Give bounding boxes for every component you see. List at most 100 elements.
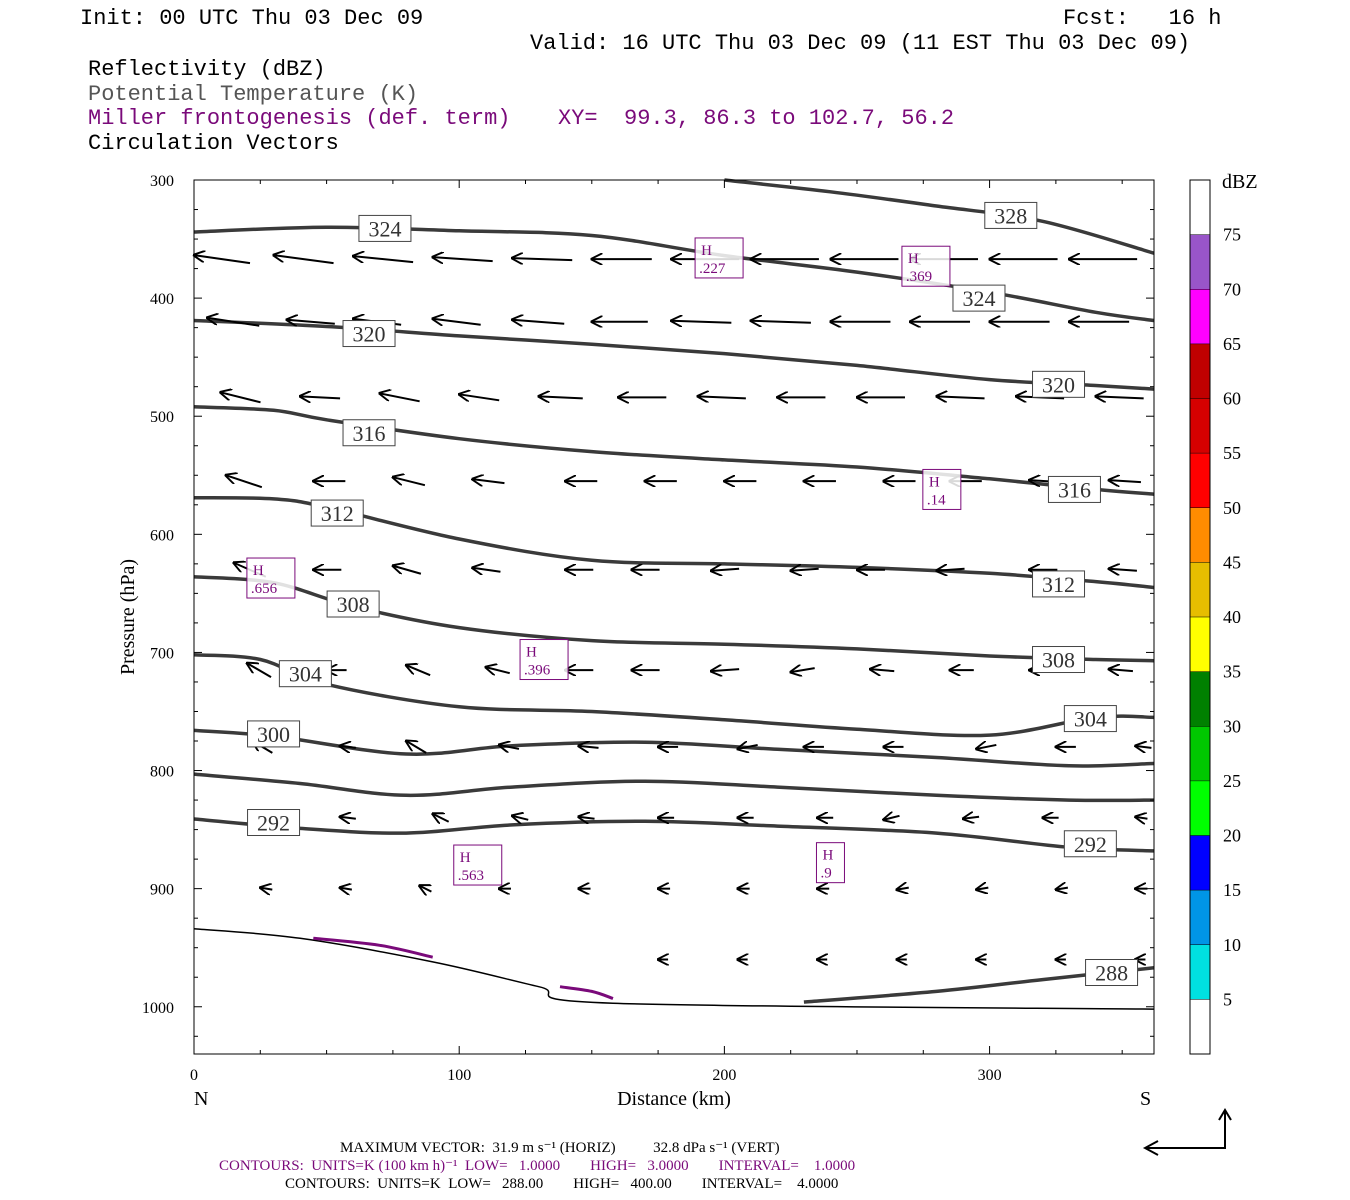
fronto-max-label: H — [908, 251, 919, 267]
fronto-max-box — [453, 844, 503, 886]
colorbar-label: 70 — [1223, 279, 1241, 299]
fronto-max-value: .14 — [927, 492, 946, 508]
theta-label: 324 — [368, 216, 401, 241]
circulation-vector — [738, 745, 758, 749]
circulation-vector — [698, 396, 746, 398]
y-tick-label: 1000 — [142, 1000, 174, 1017]
circulation-vector — [433, 319, 481, 325]
circulation-vector — [937, 569, 965, 571]
theta-label: 288 — [1095, 961, 1128, 986]
circulation-vector — [711, 569, 740, 571]
colorbar-swatch — [1190, 453, 1210, 508]
colorbar-swatch — [1190, 398, 1210, 454]
circulation-vector — [897, 888, 909, 890]
fronto-max-label: H — [822, 848, 833, 864]
colorbar-label: 15 — [1223, 880, 1241, 900]
circulation-vector — [433, 814, 450, 822]
theta-contour-308 — [193, 575, 1155, 663]
fronto-max-box — [246, 557, 296, 599]
theta-contour-304 — [193, 653, 1155, 738]
colorbar-label: 20 — [1223, 826, 1241, 846]
fronto-max-box — [815, 842, 845, 884]
circulation-vector — [512, 258, 573, 260]
circulation-vector — [976, 888, 989, 890]
colorbar-swatch — [1190, 507, 1210, 563]
fronto-max-value: .563 — [458, 868, 484, 884]
colorbar-title: dBZ — [1222, 171, 1258, 193]
x-tick-label: 200 — [712, 1067, 736, 1084]
y-tick-label: 300 — [150, 173, 174, 190]
colorbar-swatch — [1190, 180, 1210, 235]
cross-section-xy: XY= 99.3, 86.3 to 102.7, 56.2 — [558, 106, 955, 131]
theta-label: 312 — [321, 501, 354, 526]
circulation-vector — [472, 568, 501, 572]
y-tick-label: 400 — [150, 291, 174, 308]
valid-time: Valid: 16 UTC Thu 03 Dec 09 (11 EST Thu … — [530, 31, 1191, 56]
colorbar-label: 40 — [1223, 607, 1241, 627]
forecast-hour: Fcst: 16 h — [1063, 6, 1222, 31]
circulation-vector — [406, 741, 427, 754]
theta-label-box — [984, 201, 1038, 229]
theta-label-box — [326, 590, 380, 618]
south-label: S — [1140, 1088, 1151, 1110]
theta-contour-324 — [193, 225, 1155, 323]
circulation-vector — [1109, 669, 1134, 671]
circulation-vector — [751, 321, 811, 323]
north-label: N — [194, 1088, 208, 1110]
fronto-contour — [313, 936, 434, 959]
colorbar-swatch — [1190, 289, 1210, 344]
theta-label: 300 — [257, 722, 290, 747]
x-tick-label: 300 — [978, 1067, 1002, 1084]
plot-frame — [193, 179, 1155, 1055]
circulation-vector — [393, 477, 426, 487]
vector-scale-icon — [1142, 1108, 1232, 1156]
theta-label: 320 — [1042, 372, 1075, 397]
colorbar-swatch — [1190, 835, 1210, 891]
field-reflectivity: Reflectivity (dBZ) — [88, 57, 326, 82]
circulation-vector — [226, 475, 263, 489]
colorbar-label: 5 — [1223, 989, 1232, 1009]
x-tick-label: 0 — [190, 1067, 198, 1084]
circulation-vector — [512, 816, 529, 820]
circulation-vector — [247, 663, 272, 679]
y-tick-label: 500 — [150, 409, 174, 426]
field-vectors: Circulation Vectors — [88, 131, 339, 156]
theta-label: 316 — [353, 421, 386, 446]
colorbar-label: 55 — [1223, 443, 1241, 463]
theta-label-box — [247, 720, 301, 748]
x-tick-label: 100 — [447, 1067, 471, 1084]
circulation-vector — [1109, 480, 1141, 482]
colorbar-label: 10 — [1223, 935, 1241, 955]
fronto-max-value: .396 — [524, 663, 551, 679]
circulation-vector — [486, 667, 510, 673]
colorbar-label: 75 — [1223, 225, 1241, 245]
circulation-vector — [579, 746, 599, 748]
theta-label-box — [1063, 830, 1117, 858]
theta-label: 316 — [1058, 477, 1091, 502]
fronto-max-label: H — [929, 474, 940, 490]
theta-label-box — [952, 284, 1006, 312]
circulation-vector — [274, 255, 334, 265]
circulation-vector — [1135, 746, 1152, 748]
circulation-vector — [499, 745, 520, 749]
circulation-vector — [393, 566, 422, 575]
circulation-vector — [380, 393, 420, 403]
theta-contour-292 — [193, 817, 1155, 853]
circulation-vector — [539, 396, 583, 398]
circulation-vector — [406, 665, 431, 677]
fronto-max-label: H — [526, 645, 537, 661]
theta-label-box — [247, 809, 301, 837]
fronto-max-value: .9 — [820, 866, 831, 882]
colorbar-swatch — [1190, 890, 1210, 945]
colorbar-label: 50 — [1223, 498, 1241, 518]
colorbar-swatch — [1190, 999, 1210, 1054]
y-tick-label: 700 — [150, 645, 174, 662]
circulation-vector — [579, 817, 595, 819]
fronto-max-value: .369 — [906, 269, 932, 285]
fronto-max-label: H — [701, 243, 712, 259]
colorbar-swatch — [1190, 780, 1210, 836]
circulation-vector — [300, 396, 341, 398]
circulation-vector — [870, 669, 895, 671]
circulation-vector — [340, 746, 356, 748]
